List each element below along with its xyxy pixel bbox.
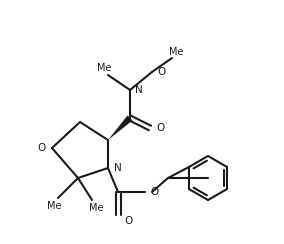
Text: Me: Me (47, 201, 61, 211)
Text: Me: Me (89, 203, 103, 213)
Text: N: N (114, 163, 122, 173)
Polygon shape (108, 115, 132, 140)
Text: O: O (124, 216, 132, 226)
Text: O: O (150, 187, 158, 197)
Text: O: O (38, 143, 46, 153)
Text: O: O (157, 67, 165, 77)
Text: Me: Me (97, 63, 111, 73)
Text: Me: Me (169, 47, 183, 57)
Text: O: O (156, 123, 164, 133)
Text: N: N (135, 85, 143, 95)
